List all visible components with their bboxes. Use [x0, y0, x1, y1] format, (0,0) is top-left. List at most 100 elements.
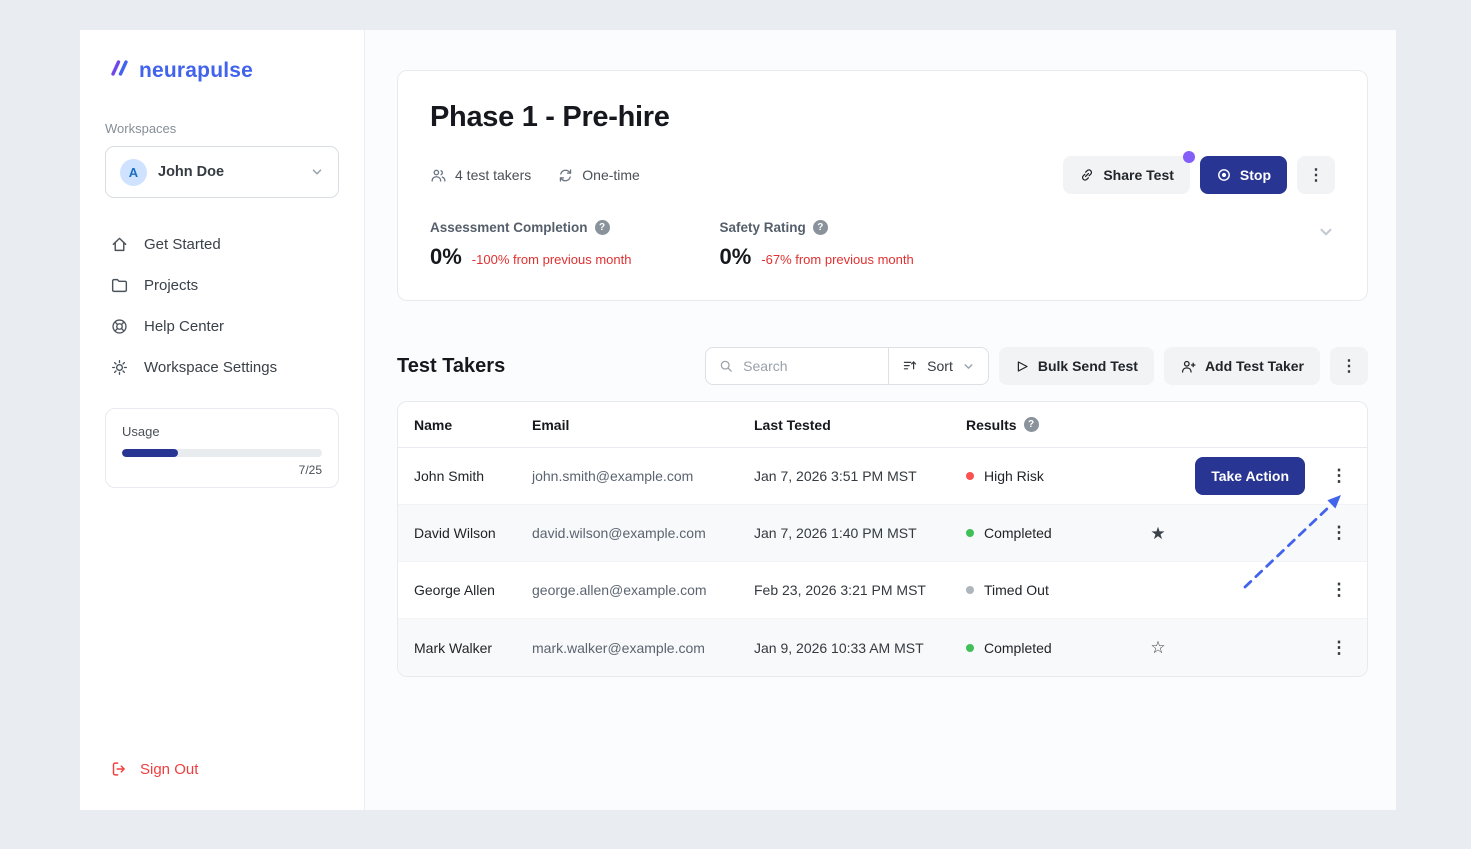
sidebar-nav: Get Started Projects Help Center Workspa… [105, 224, 339, 388]
status-label: Completed [984, 525, 1052, 541]
cell-email: john.smith@example.com [532, 468, 694, 484]
share-test-label: Share Test [1103, 167, 1174, 183]
gear-icon [110, 358, 129, 377]
workspace-name: John Doe [158, 164, 225, 180]
results-header-label: Results [966, 416, 1017, 433]
help-icon[interactable]: ? [1023, 417, 1039, 432]
person-plus-icon [1180, 358, 1197, 375]
cell-email: david.wilson@example.com [532, 525, 706, 541]
brand-name: neurapulse [139, 58, 254, 82]
cell-name: John Smith [414, 468, 485, 484]
sign-out-button[interactable]: Sign Out [105, 754, 339, 784]
cell-result: Timed Out [966, 582, 1126, 598]
sort-dropdown[interactable]: Sort [888, 348, 988, 384]
sidebar-item-get-started[interactable]: Get Started [105, 224, 339, 265]
take-action-button[interactable]: Take Action [1195, 457, 1305, 495]
search-box[interactable] [706, 348, 888, 384]
avatar: A [120, 158, 147, 186]
search-input[interactable] [743, 358, 877, 374]
cell-name: David Wilson [414, 525, 496, 541]
column-header-email: Email [532, 416, 570, 433]
kebab-icon: ⋮ [1330, 466, 1348, 485]
stat-assessment-completion: Assessment Completion ? 0% -100% from pr… [430, 220, 631, 270]
search-icon [718, 358, 734, 374]
usage-progress-fill [122, 449, 178, 457]
status-label: Completed [984, 639, 1052, 656]
sidebar: neurapulse Workspaces A John Doe Get Sta… [80, 30, 365, 810]
collapse-chevron-icon[interactable] [1317, 223, 1335, 246]
lifebuoy-icon [110, 317, 129, 336]
chevron-down-icon [310, 165, 324, 179]
kebab-icon: ⋮ [1330, 637, 1348, 657]
cell-email: george.allen@example.com [532, 582, 707, 598]
cell-last-tested: Jan 7, 2026 1:40 PM MST [754, 525, 917, 541]
brand-logo: neurapulse [105, 58, 339, 83]
main-content: Phase 1 - Pre-hire 4 test takers One-tim… [365, 30, 1396, 810]
status-dot [966, 529, 974, 537]
send-icon [1015, 359, 1030, 374]
workspace-selector[interactable]: A John Doe [105, 146, 339, 198]
cell-result: Completed [966, 640, 1126, 656]
app-window: neurapulse Workspaces A John Doe Get Sta… [80, 30, 1396, 810]
kebab-icon: ⋮ [1330, 580, 1348, 599]
bulk-send-test-label: Bulk Send Test [1037, 358, 1138, 374]
cell-last-tested: Jan 9, 2026 10:33 AM MST [754, 639, 924, 656]
assessment-header-card: Phase 1 - Pre-hire 4 test takers One-tim… [397, 70, 1368, 301]
add-test-taker-button[interactable]: Add Test Taker [1163, 347, 1320, 385]
help-icon[interactable]: ? [594, 220, 610, 235]
test-takers-count: 4 test takers [430, 167, 531, 184]
help-icon[interactable]: ? [812, 220, 828, 235]
row-menu-button[interactable]: ⋮ [1322, 516, 1356, 550]
sidebar-item-label: Workspace Settings [144, 359, 278, 376]
kebab-icon: ⋮ [1330, 523, 1348, 542]
usage-value: 7/25 [298, 463, 322, 477]
sign-out-label: Sign Out [140, 760, 199, 778]
row-menu-button[interactable]: ⋮ [1322, 631, 1356, 665]
frequency-meta: One-time [557, 167, 640, 184]
star-icon[interactable]: ☆ [1150, 638, 1166, 657]
table-row: Mark Walker mark.walker@example.com Jan … [398, 619, 1367, 676]
status-label: Timed Out [984, 582, 1049, 598]
sidebar-item-workspace-settings[interactable]: Workspace Settings [105, 347, 339, 388]
sidebar-item-help-center[interactable]: Help Center [105, 306, 339, 347]
bulk-send-test-button[interactable]: Bulk Send Test [998, 347, 1154, 385]
row-menu-button[interactable]: ⋮ [1322, 459, 1356, 493]
section-title: Test Takers [397, 354, 506, 377]
sidebar-item-label: Help Center [144, 318, 225, 335]
stat-safety-rating: Safety Rating ? 0% -67% from previous mo… [719, 220, 914, 270]
test-takers-menu-button[interactable]: ⋮ [1330, 347, 1368, 385]
star-icon[interactable]: ★ [1150, 523, 1166, 543]
cell-email: mark.walker@example.com [532, 639, 705, 656]
cell-name: George Allen [414, 582, 495, 598]
stat-label: Assessment Completion [430, 220, 588, 235]
sort-label: Sort [927, 358, 953, 374]
status-dot [966, 472, 974, 480]
share-test-button[interactable]: Share Test [1063, 156, 1190, 194]
header-actions: Share Test Stop ⋮ [1063, 151, 1335, 194]
stop-icon [1216, 167, 1232, 183]
stop-button[interactable]: Stop [1199, 156, 1287, 194]
status-dot [966, 586, 974, 594]
column-header-results: Results ? [966, 417, 1126, 433]
stat-value: 0% [719, 244, 752, 269]
stop-label: Stop [1239, 167, 1271, 183]
refresh-icon [557, 167, 574, 184]
page-title: Phase 1 - Pre-hire [430, 101, 670, 133]
sidebar-item-projects[interactable]: Projects [105, 265, 339, 306]
search-sort-group: Sort [705, 347, 989, 385]
stat-label: Safety Rating [719, 220, 806, 235]
status-dot [966, 643, 974, 652]
add-test-taker-label: Add Test Taker [1204, 358, 1304, 374]
brand-logo-icon [108, 58, 132, 83]
row-menu-button[interactable]: ⋮ [1322, 573, 1356, 607]
sidebar-item-label: Get Started [144, 236, 221, 253]
usage-progress [122, 449, 322, 457]
chevron-down-icon [962, 360, 975, 373]
test-takers-count-label: 4 test takers [455, 167, 532, 183]
header-menu-button[interactable]: ⋮ [1297, 156, 1335, 194]
home-icon [110, 235, 129, 254]
assessment-meta: 4 test takers One-time [430, 167, 640, 184]
cell-name: Mark Walker [414, 639, 493, 656]
table-row: John Smith john.smith@example.com Jan 7,… [398, 448, 1367, 505]
users-icon [430, 167, 447, 184]
